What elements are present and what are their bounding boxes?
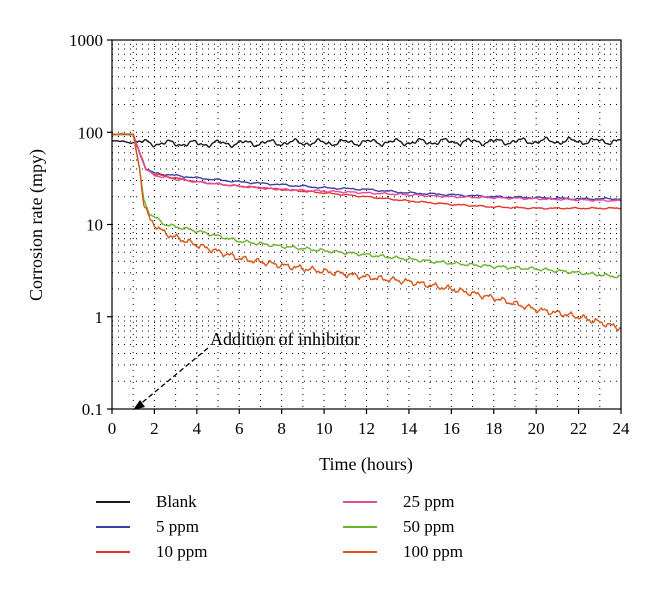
x-tick-label: 8	[277, 419, 286, 438]
x-tick-label: 24	[613, 419, 631, 438]
y-tick-label: 1000	[69, 31, 103, 50]
series-lines	[111, 132, 622, 332]
annotation-text: Addition of inhibitor	[210, 329, 360, 349]
y-axis-label: Corrosion rate (mpy)	[26, 149, 47, 301]
annotation-arrowhead	[133, 400, 145, 410]
legend-label: 50 ppm	[403, 517, 455, 536]
x-axis-ticks: 0 2 4 6 8 10 12 14 16 18 20 22 24	[108, 409, 630, 438]
x-tick-label: 16	[443, 419, 460, 438]
legend-label: 25 ppm	[403, 492, 455, 511]
annotation-arrow-line	[137, 347, 209, 407]
y-tick-label: 10	[86, 216, 103, 235]
x-tick-label: 22	[570, 419, 587, 438]
y-tick-label: 0.1	[82, 400, 103, 419]
legend-swatch	[96, 526, 130, 528]
legend-item: 50 ppm	[343, 515, 454, 539]
x-tick-label: 2	[150, 419, 159, 438]
legend-label: Blank	[156, 492, 197, 511]
x-tick-label: 10	[316, 419, 333, 438]
legend-swatch	[96, 501, 130, 503]
legend-swatch	[343, 551, 377, 553]
y-axis-ticks: 0.1 1 10 100 1000	[69, 31, 112, 419]
legend-item: 100 ppm	[343, 540, 463, 564]
x-axis-label: Time (hours)	[319, 454, 413, 475]
y-tick-label: 100	[78, 123, 104, 142]
y-tick-label: 1	[95, 308, 104, 327]
legend-item: 25 ppm	[343, 490, 454, 514]
series-line-100-ppm	[111, 132, 622, 332]
legend-swatch	[96, 551, 130, 553]
legend-item: 5 ppm	[96, 515, 199, 539]
inhibitor-annotation: Addition of inhibitor	[133, 329, 360, 410]
series-line-50-ppm	[111, 133, 622, 279]
legend-item: Blank	[96, 490, 197, 514]
x-tick-label: 6	[235, 419, 244, 438]
grid	[112, 40, 621, 409]
x-tick-label: 14	[400, 419, 418, 438]
legend-item: 10 ppm	[96, 540, 207, 564]
x-tick-label: 12	[358, 419, 375, 438]
x-tick-label: 0	[108, 419, 117, 438]
legend-swatch	[343, 501, 377, 503]
x-tick-label: 4	[193, 419, 202, 438]
series-line-blank	[112, 136, 622, 149]
legend-label: 5 ppm	[156, 517, 199, 536]
legend-label: 100 ppm	[403, 542, 463, 561]
legend-swatch	[343, 526, 377, 528]
series-line-25-ppm	[112, 133, 622, 203]
legend-label: 10 ppm	[156, 542, 208, 561]
x-tick-label: 18	[485, 419, 502, 438]
x-tick-label: 20	[528, 419, 545, 438]
